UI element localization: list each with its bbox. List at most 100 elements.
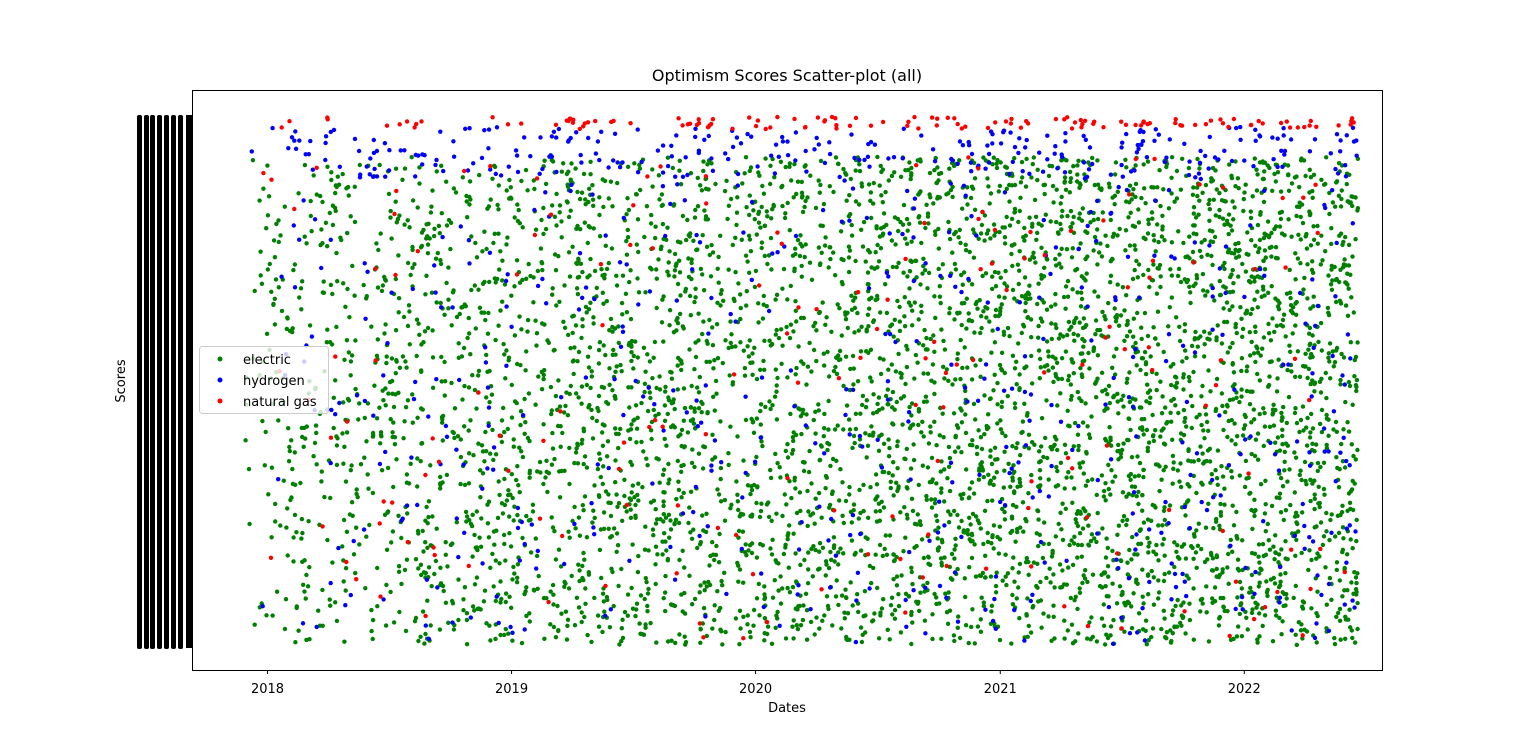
data-point: [1169, 419, 1174, 424]
data-point: [1159, 234, 1165, 239]
data-point: [1247, 330, 1253, 335]
data-point: [1087, 366, 1092, 371]
data-point: [769, 267, 774, 272]
data-point: [342, 357, 347, 362]
data-point: [991, 222, 997, 227]
data-point: [759, 439, 764, 444]
data-point: [883, 533, 888, 538]
data-point: [729, 332, 734, 337]
data-point: [292, 262, 298, 267]
data-point: [1175, 554, 1181, 560]
data-point: [1198, 334, 1203, 339]
data-point: [1309, 606, 1314, 611]
data-point: [951, 633, 957, 638]
data-point: [388, 208, 393, 214]
data-point: [805, 488, 810, 494]
data-point: [392, 442, 398, 447]
data-point: [761, 293, 766, 299]
data-point: [557, 299, 562, 304]
data-point: [1289, 369, 1294, 374]
data-point: [1214, 516, 1219, 522]
data-point: [487, 400, 492, 405]
data-point: [1207, 446, 1213, 451]
data-point: [926, 221, 931, 226]
data-point: [986, 425, 991, 430]
data-point: [947, 306, 952, 311]
data-point: [1175, 597, 1180, 603]
data-point: [1012, 156, 1017, 161]
data-point: [1350, 194, 1356, 199]
data-point: [602, 276, 607, 281]
data-point: [629, 585, 634, 591]
data-point: [944, 610, 950, 615]
data-point: [1104, 632, 1109, 637]
data-point: [1226, 231, 1231, 237]
data-point: [632, 161, 637, 166]
data-point: [1053, 256, 1058, 262]
data-point: [959, 450, 964, 455]
data-point: [511, 444, 516, 449]
data-point: [596, 624, 602, 629]
data-point: [1144, 399, 1149, 404]
data-point: [1045, 257, 1050, 262]
data-point: [1136, 611, 1142, 616]
data-point: [1220, 403, 1225, 409]
data-point: [1234, 330, 1240, 336]
data-point: [515, 202, 520, 207]
data-point: [720, 642, 725, 647]
data-point: [856, 516, 861, 521]
data-point: [1023, 516, 1028, 522]
data-point: [921, 371, 926, 376]
data-point: [950, 250, 955, 255]
data-point: [648, 395, 653, 401]
data-point: [1161, 468, 1166, 473]
data-point: [955, 625, 960, 630]
data-point: [851, 298, 856, 303]
data-point: [836, 562, 841, 567]
data-point: [895, 439, 900, 444]
data-point: [847, 427, 853, 432]
data-point: [1344, 280, 1349, 286]
data-point: [490, 176, 495, 181]
data-point: [991, 388, 996, 393]
data-point: [391, 404, 397, 410]
data-point: [357, 162, 362, 168]
data-point: [849, 520, 854, 525]
data-point: [631, 353, 636, 359]
data-point: [920, 271, 925, 276]
data-point: [647, 359, 653, 364]
data-point: [1124, 517, 1130, 523]
data-point: [1294, 174, 1299, 179]
data-point: [1217, 523, 1222, 528]
data-point: [1145, 231, 1151, 236]
data-point: [349, 463, 354, 468]
data-point: [1101, 602, 1107, 607]
data-point: [911, 457, 917, 463]
data-point: [1063, 451, 1069, 456]
data-point: [1033, 214, 1039, 219]
data-point: [585, 354, 591, 359]
data-point: [370, 636, 375, 642]
data-point: [659, 192, 665, 197]
data-point: [656, 257, 661, 262]
data-point: [693, 286, 698, 291]
data-point: [589, 369, 594, 374]
data-point: [1147, 400, 1152, 406]
data-point: [608, 535, 613, 540]
data-point: [1065, 213, 1070, 219]
data-point: [870, 619, 875, 624]
data-point: [698, 640, 703, 645]
data-point: [759, 501, 764, 506]
data-point: [478, 544, 484, 549]
data-point: [932, 501, 938, 506]
data-point: [909, 239, 914, 244]
data-point: [888, 485, 893, 491]
data-point: [1181, 600, 1186, 605]
data-point: [675, 281, 681, 287]
data-point: [1348, 340, 1354, 345]
data-point: [375, 565, 380, 571]
data-point: [1266, 538, 1272, 543]
data-point: [258, 273, 263, 278]
data-point: [1272, 581, 1278, 586]
data-point: [1280, 317, 1286, 323]
